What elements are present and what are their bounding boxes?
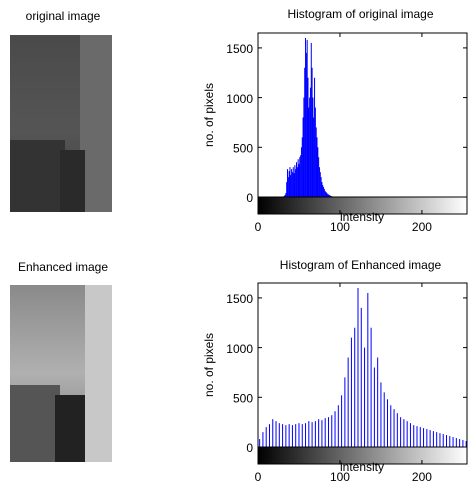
bar — [315, 421, 316, 447]
bar — [433, 431, 434, 447]
bar — [439, 433, 440, 447]
x-axis-label: intensity — [340, 460, 384, 474]
axes-background — [258, 283, 467, 447]
bar — [266, 427, 267, 447]
image-title: original image — [26, 9, 101, 23]
bar — [348, 358, 349, 447]
bar — [397, 413, 398, 447]
bar — [459, 439, 460, 447]
chart-title: Histogram of Enhanced image — [280, 258, 442, 272]
bar — [374, 367, 375, 447]
enhanced-image — [10, 285, 112, 462]
bar — [410, 423, 411, 447]
bar — [272, 419, 273, 447]
bar — [285, 425, 286, 447]
bar — [453, 437, 454, 447]
chart-title: Histogram of original image — [287, 7, 433, 21]
bar — [426, 429, 427, 447]
bar — [269, 424, 270, 447]
y-tick-label: 1000 — [226, 92, 253, 106]
bar — [390, 405, 391, 447]
bar — [462, 440, 463, 447]
bar — [413, 425, 414, 447]
bar — [394, 409, 395, 447]
bar — [449, 436, 450, 447]
bar — [420, 427, 421, 447]
bar — [308, 421, 309, 447]
bar — [305, 423, 306, 447]
bar — [292, 425, 293, 447]
bar — [341, 395, 342, 447]
bar — [344, 377, 345, 447]
bar — [403, 419, 404, 447]
bar — [407, 421, 408, 447]
bar — [357, 288, 358, 447]
bar — [400, 417, 401, 447]
figure: original image Enhanced image 0 500 1000 15… — [0, 0, 469, 484]
bar — [443, 434, 444, 447]
bar — [318, 419, 319, 447]
bar — [262, 432, 263, 447]
bar — [371, 328, 372, 447]
bar — [328, 417, 329, 447]
bar — [430, 430, 431, 447]
bar — [289, 424, 290, 447]
x-tick-label: 200 — [412, 470, 432, 484]
bar — [312, 422, 313, 447]
bar — [417, 426, 418, 447]
bar — [259, 439, 260, 447]
y-tick-label: 1500 — [226, 42, 253, 56]
bar — [456, 438, 457, 447]
bar — [331, 415, 332, 447]
y-tick-label: 500 — [233, 391, 253, 405]
x-tick-label: 0 — [255, 470, 262, 484]
y-axis-label: no. of pixels — [202, 83, 216, 147]
bar — [276, 421, 277, 447]
bar — [335, 411, 336, 447]
image-title: Enhanced image — [18, 260, 108, 274]
bar — [295, 424, 296, 447]
bar — [325, 418, 326, 447]
x-axis-label: intensity — [340, 210, 384, 224]
bar — [380, 382, 381, 447]
bar — [446, 435, 447, 447]
bar — [338, 405, 339, 447]
bar — [354, 328, 355, 447]
bar — [364, 348, 365, 447]
y-tick-label: 0 — [246, 191, 253, 205]
bar — [279, 423, 280, 447]
bar — [361, 308, 362, 447]
y-tick-label: 500 — [233, 141, 253, 155]
bar — [387, 399, 388, 447]
y-tick-label: 0 — [246, 441, 253, 455]
bar — [423, 428, 424, 447]
bar — [282, 424, 283, 447]
y-tick-label: 1000 — [226, 342, 253, 356]
x-tick-label: 200 — [412, 220, 432, 234]
x-tick-label: 0 — [255, 220, 262, 234]
bar — [298, 423, 299, 447]
y-tick-label: 1500 — [226, 292, 253, 306]
bar — [384, 392, 385, 447]
original-image — [10, 35, 112, 212]
bar — [367, 293, 368, 447]
y-axis-label: no. of pixels — [202, 333, 216, 397]
bar — [302, 424, 303, 447]
bar — [436, 432, 437, 447]
bar — [321, 420, 322, 447]
bar — [377, 358, 378, 447]
bar — [351, 338, 352, 447]
